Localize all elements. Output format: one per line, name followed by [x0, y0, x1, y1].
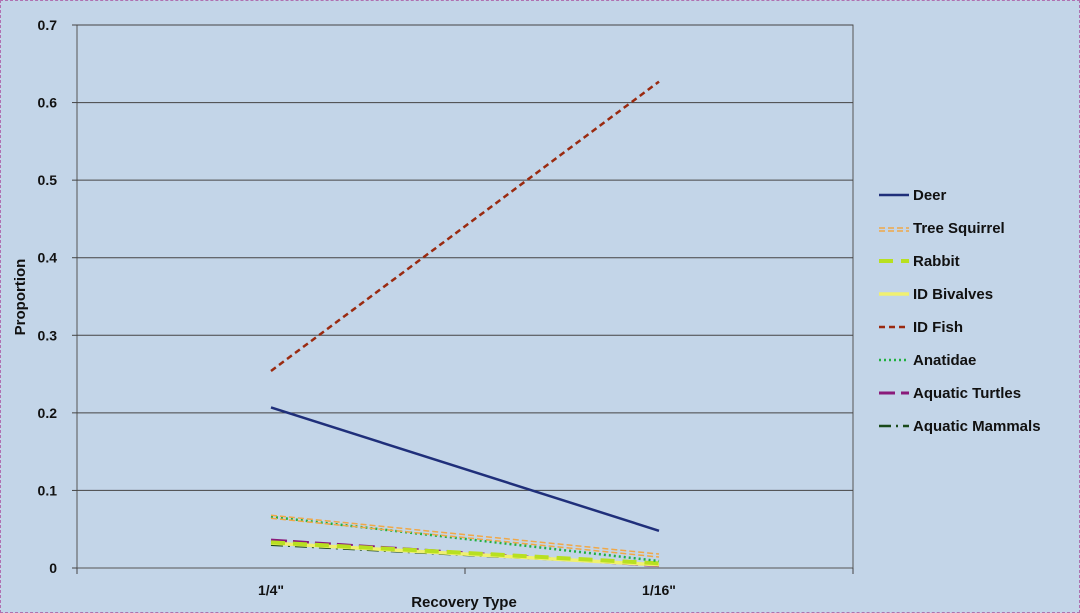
axes: 0 0.1 0.2 0.3 0.4 0.5 0.6 0.7 1/4" 1/16": [38, 17, 854, 598]
legend-label: ID Fish: [913, 319, 963, 336]
x-tick-label: 1/4": [258, 582, 284, 598]
y-tick-label: 0.6: [38, 95, 58, 111]
series-line-0: [270, 406, 660, 532]
legend-label: Tree Squirrel: [913, 220, 1005, 237]
y-tick-label: 0: [49, 560, 57, 576]
y-tick-label: 0.7: [38, 17, 58, 33]
y-axis-title: Proportion: [12, 259, 29, 336]
plot-area: [76, 24, 854, 569]
series-line-1-second: [270, 517, 660, 558]
legend-label: ID Bivalves: [913, 286, 993, 303]
legend-label: Aquatic Turtles: [913, 385, 1021, 402]
grid-lines: [77, 24, 853, 491]
y-tick-label: 0.1: [38, 482, 58, 498]
series-line-3: [270, 541, 660, 567]
y-tick-label: 0.3: [38, 327, 58, 343]
x-tick-label: 1/16": [642, 582, 676, 598]
x-axis-title: Recovery Type: [411, 594, 517, 611]
legend-label: Rabbit: [913, 253, 960, 270]
y-tick-label: 0.5: [38, 172, 58, 188]
legend-label: Deer: [913, 187, 947, 204]
series-line-1: [270, 514, 660, 555]
legend: Deer Tree Squirrel Rabbit ID Bivalves ID Fis…: [879, 187, 1041, 435]
y-tick-label: 0.2: [38, 405, 58, 421]
y-tick-label: 0.4: [38, 250, 58, 266]
series-line-4: [270, 80, 660, 372]
legend-label: Aquatic Mammals: [913, 418, 1041, 435]
series-lines: [270, 80, 660, 568]
legend-label: Anatidae: [913, 352, 976, 369]
